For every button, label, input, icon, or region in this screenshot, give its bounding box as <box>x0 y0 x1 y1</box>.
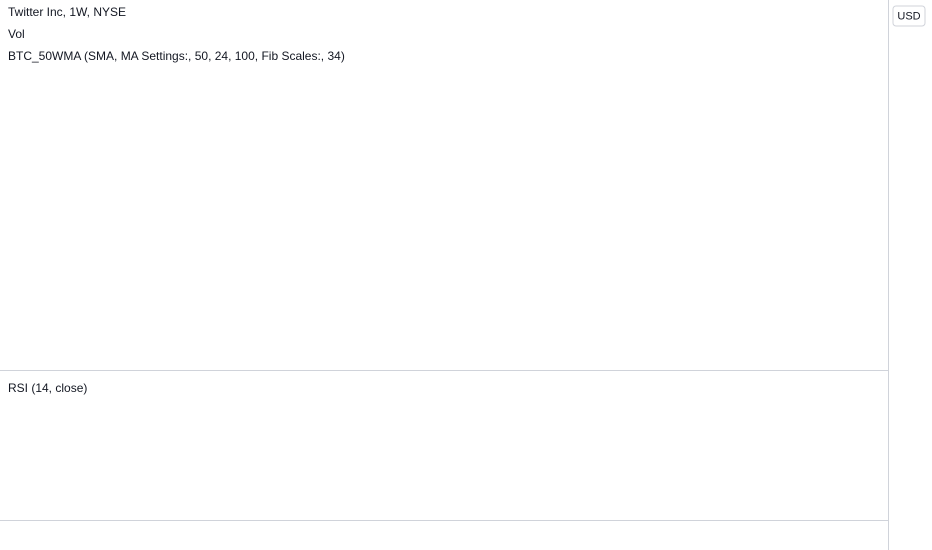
rsi-label: RSI (14, close) <box>8 381 87 395</box>
chart-title: Twitter Inc, 1W, NYSE <box>8 5 126 19</box>
volume-label: Vol <box>8 27 25 41</box>
indicator-label: BTC_50WMA (SMA, MA Settings:, 50, 24, 10… <box>8 49 345 63</box>
currency: USD <box>897 10 920 22</box>
currency-button[interactable] <box>892 5 926 27</box>
